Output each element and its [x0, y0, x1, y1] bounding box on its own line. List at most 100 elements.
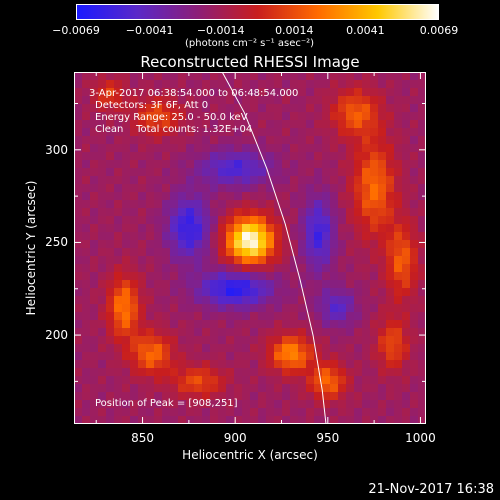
heatmap-cell [362, 224, 371, 233]
heatmap-cell [106, 136, 115, 145]
heatmap-cell [114, 368, 123, 377]
heatmap-cell [362, 304, 371, 313]
heatmap-cell [242, 344, 251, 353]
heatmap-cell [258, 344, 267, 353]
heatmap-cell [362, 416, 371, 424]
heatmap-cell [354, 288, 363, 297]
heatmap-cell [98, 256, 107, 265]
heatmap-cell [338, 328, 347, 337]
heatmap-cell [162, 216, 171, 225]
heatmap-cell [370, 264, 379, 273]
heatmap-cell [266, 416, 275, 424]
heatmap-cell [210, 400, 219, 409]
heatmap-cell [370, 144, 379, 153]
heatmap-cell [266, 312, 275, 321]
heatmap-cell [394, 416, 403, 424]
heatmap-cell [218, 264, 227, 273]
heatmap-cell [306, 416, 315, 424]
heatmap-cell [330, 304, 339, 313]
heatmap-cell [418, 96, 426, 105]
heatmap-cell [314, 200, 323, 209]
heatmap-cell [138, 328, 147, 337]
heatmap-cell [402, 104, 411, 113]
heatmap-cell [410, 152, 419, 161]
heatmap-cell [282, 328, 291, 337]
heatmap-cell [162, 176, 171, 185]
heatmap-cell [186, 328, 195, 337]
heatmap-cell [354, 208, 363, 217]
heatmap-cell [378, 136, 387, 145]
heatmap-cell [138, 376, 147, 385]
heatmap-cell [354, 104, 363, 113]
heatmap-cell [242, 392, 251, 401]
heatmap-cell [282, 216, 291, 225]
heatmap-cell [306, 152, 315, 161]
heatmap-cell [210, 408, 219, 417]
heatmap-cell [314, 328, 323, 337]
heatmap-cell [322, 104, 331, 113]
heatmap-cell [250, 120, 259, 129]
heatmap-cell [282, 408, 291, 417]
heatmap-cell [338, 200, 347, 209]
heatmap-cell [130, 240, 139, 249]
heatmap-cell [194, 72, 203, 81]
heatmap-cell [290, 368, 299, 377]
heatmap-cell [162, 296, 171, 305]
heatmap-cell [74, 336, 83, 345]
heatmap-cell [410, 344, 419, 353]
heatmap-cell [250, 216, 259, 225]
heatmap-cell [274, 296, 283, 305]
heatmap-cell [410, 288, 419, 297]
heatmap-cell [322, 168, 331, 177]
heatmap-cell [162, 288, 171, 297]
heatmap-cell [170, 304, 179, 313]
heatmap-cell [394, 272, 403, 281]
heatmap-cell [146, 264, 155, 273]
heatmap-cell [226, 392, 235, 401]
heatmap-cell [122, 128, 131, 137]
heatmap-cell [362, 184, 371, 193]
colorbar-tick-label: −0.0041 [125, 24, 174, 37]
heatmap-cell [226, 144, 235, 153]
heatmap-cell [194, 128, 203, 137]
heatmap-cell [314, 72, 323, 81]
heatmap-cell [378, 160, 387, 169]
heatmap-cell [82, 336, 91, 345]
heatmap-cell [418, 104, 426, 113]
heatmap-cell [418, 80, 426, 89]
heatmap-cell [298, 208, 307, 217]
heatmap-cell [306, 144, 315, 153]
heatmap-cell [274, 352, 283, 361]
heatmap-cell [202, 72, 211, 81]
heatmap-cell [98, 208, 107, 217]
heatmap-cell [386, 360, 395, 369]
heatmap-cell [322, 136, 331, 145]
heatmap-cell [330, 320, 339, 329]
heatmap-cell [370, 368, 379, 377]
heatmap-cell [378, 120, 387, 129]
heatmap-cell [210, 88, 219, 97]
heatmap-cell [242, 384, 251, 393]
heatmap-cell [114, 312, 123, 321]
heatmap-cell [298, 328, 307, 337]
heatmap-cell [74, 88, 83, 97]
heatmap-cell [154, 72, 163, 81]
heatmap-cell [338, 168, 347, 177]
heatmap-cell [410, 336, 419, 345]
heatmap-cell [346, 392, 355, 401]
heatmap-cell [346, 88, 355, 97]
heatmap-cell [322, 232, 331, 241]
heatmap-cell [90, 128, 99, 137]
heatmap-cell [370, 168, 379, 177]
heatmap-cell [290, 376, 299, 385]
heatmap-cell [266, 408, 275, 417]
heatmap-cell [82, 144, 91, 153]
heatmap-cell [242, 360, 251, 369]
heatmap-cell [194, 384, 203, 393]
heatmap-cell [194, 376, 203, 385]
heatmap-cell [402, 224, 411, 233]
heatmap-cell [266, 384, 275, 393]
heatmap-cell [130, 272, 139, 281]
heatmap-cell [242, 104, 251, 113]
heatmap-cell [354, 224, 363, 233]
